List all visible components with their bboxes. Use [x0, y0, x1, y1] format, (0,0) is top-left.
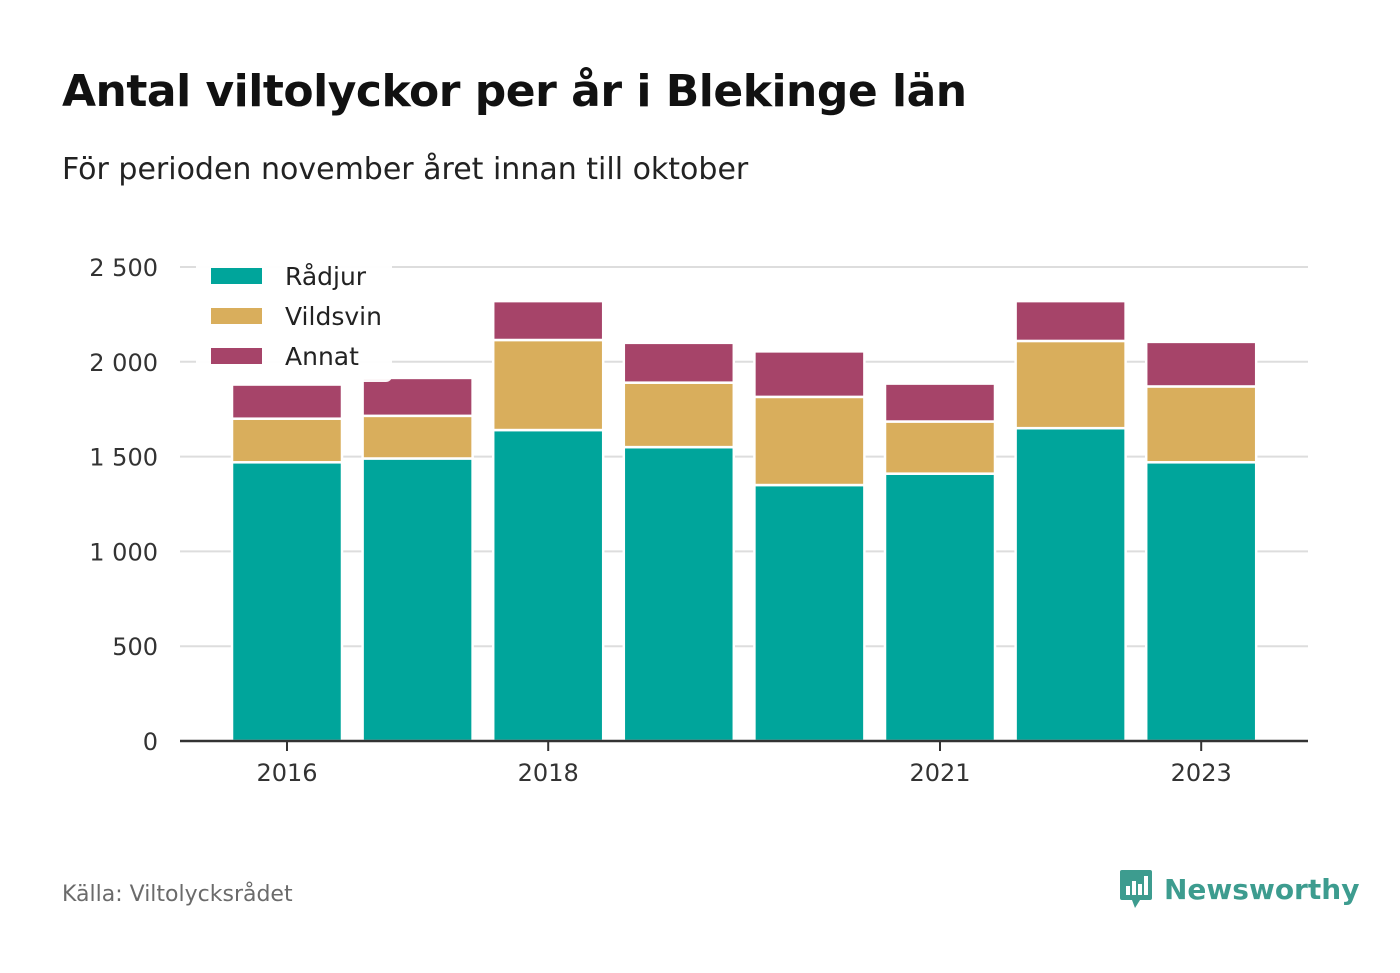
brand-logo: Newsworthy — [1118, 868, 1359, 910]
y-tick-label: 500 — [112, 633, 158, 661]
bar-segment — [230, 461, 344, 743]
bar-chart-speech-bubble-icon — [1120, 870, 1152, 908]
bar-segment — [753, 350, 866, 399]
bar-segment — [883, 472, 997, 743]
legend-label: Vildsvin — [285, 302, 382, 331]
chart-title: Antal viltolyckor per år i Blekinge län — [62, 66, 967, 117]
bar-segment — [1014, 299, 1127, 343]
y-tick-label: 2 500 — [89, 254, 158, 282]
bar-segment — [361, 414, 474, 460]
bar-segment — [1144, 461, 1258, 743]
bar-segment — [1144, 340, 1258, 388]
bar-segment — [1144, 385, 1258, 464]
y-tick-label: 1 000 — [89, 538, 158, 566]
legend-swatch — [211, 348, 262, 364]
legend-swatch — [211, 268, 262, 284]
x-tick-label: 2016 — [256, 759, 317, 787]
bar-segment — [491, 338, 605, 432]
bar-segment — [230, 417, 344, 464]
x-tick-label: 2018 — [518, 759, 579, 787]
x-tick-label: 2021 — [909, 759, 970, 787]
legend-label: Annat — [285, 342, 359, 371]
bar-segment — [1014, 426, 1127, 743]
bar-segment — [622, 445, 736, 743]
bar-segment — [883, 382, 997, 423]
bar-segment — [230, 383, 344, 420]
legend-label: Rådjur — [285, 262, 367, 291]
x-tick-label: 2023 — [1171, 759, 1232, 787]
y-tick-label: 2 000 — [89, 349, 158, 377]
legend-swatch — [211, 308, 262, 324]
bar-segment — [361, 376, 474, 418]
bar-segment — [753, 395, 866, 487]
y-tick-label: 0 — [143, 728, 158, 756]
bar-segment — [883, 420, 997, 475]
bar-segment — [622, 341, 736, 384]
brand-name: Newsworthy — [1164, 872, 1360, 906]
bar-segment — [1014, 339, 1127, 430]
bar-segment — [622, 381, 736, 449]
bar-segment — [753, 483, 866, 743]
bar-segment — [491, 428, 605, 743]
bar-segment — [361, 457, 474, 743]
y-tick-label: 1 500 — [89, 444, 158, 472]
chart-subtitle: För perioden november året innan till ok… — [62, 152, 749, 187]
bar-segment — [491, 299, 605, 342]
source-note: Källa: Viltolycksrådet — [62, 882, 293, 907]
